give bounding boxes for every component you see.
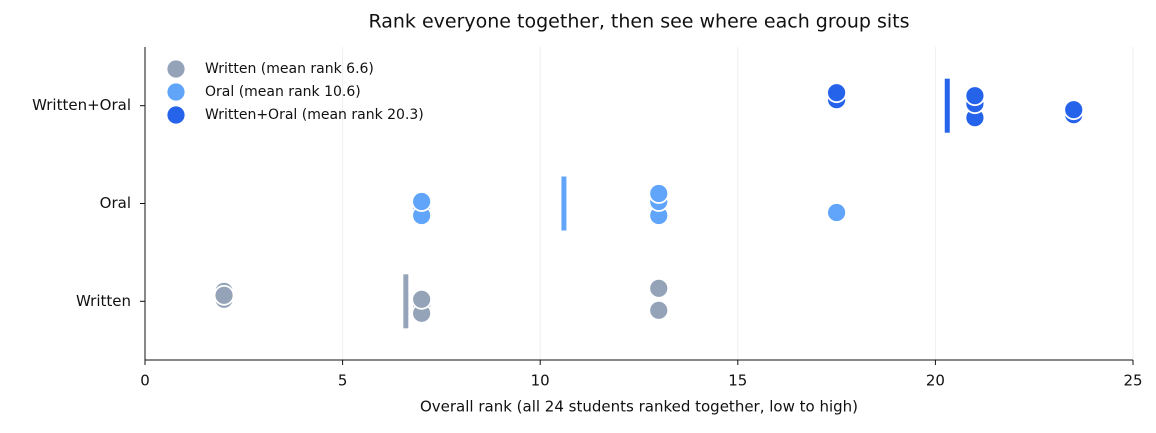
x-tick-label: 10	[531, 372, 550, 390]
y-tick-label: Written+Oral	[32, 96, 131, 114]
x-tick-label: 15	[728, 372, 747, 390]
mean-line	[561, 176, 567, 231]
point	[964, 85, 986, 107]
point	[411, 191, 433, 212]
mean-line	[403, 274, 409, 329]
legend-label: Written+Oral (mean rank 20.3)	[205, 107, 424, 123]
point	[648, 299, 670, 321]
point	[648, 277, 670, 299]
point	[1063, 99, 1085, 121]
mean-line	[944, 78, 950, 133]
point	[411, 288, 433, 310]
point	[826, 202, 847, 223]
chart-title: Rank everyone together, then see where e…	[368, 11, 909, 33]
legend-marker	[165, 58, 187, 80]
legend-label: Oral (mean rank 10.6)	[205, 84, 361, 100]
x-tick-label: 25	[1123, 372, 1142, 390]
x-axis-label: Overall rank (all 24 students ranked tog…	[420, 398, 858, 416]
point	[648, 183, 670, 204]
x-tick-label: 5	[338, 372, 348, 390]
legend-marker	[165, 104, 187, 126]
legend-label: Written (mean rank 6.6)	[205, 61, 374, 77]
point	[826, 82, 847, 104]
legend-marker	[165, 81, 187, 103]
y-tick-label: Oral	[100, 194, 131, 212]
point	[213, 284, 235, 306]
x-tick-label: 20	[926, 372, 945, 390]
x-tick-label: 0	[140, 372, 150, 390]
y-tick-label: Written	[76, 292, 131, 310]
